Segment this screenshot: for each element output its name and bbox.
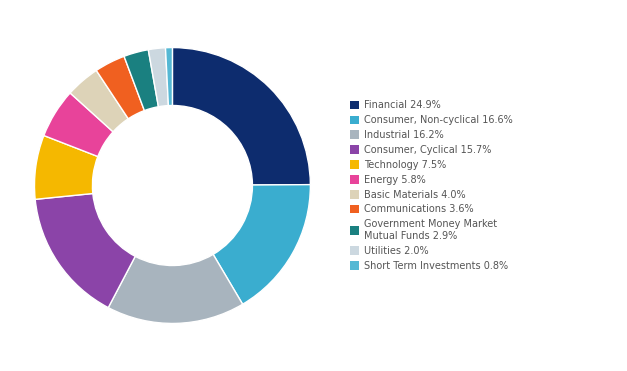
Wedge shape	[70, 70, 129, 132]
Wedge shape	[108, 255, 243, 324]
Wedge shape	[35, 194, 135, 308]
Wedge shape	[148, 48, 169, 107]
Wedge shape	[213, 185, 310, 304]
Wedge shape	[172, 47, 310, 185]
Wedge shape	[97, 56, 144, 119]
Wedge shape	[44, 93, 113, 157]
Legend: Financial 24.9%, Consumer, Non-cyclical 16.6%, Industrial 16.2%, Consumer, Cycli: Financial 24.9%, Consumer, Non-cyclical …	[350, 101, 513, 270]
Wedge shape	[124, 50, 159, 111]
Wedge shape	[34, 135, 98, 199]
Wedge shape	[166, 47, 172, 106]
